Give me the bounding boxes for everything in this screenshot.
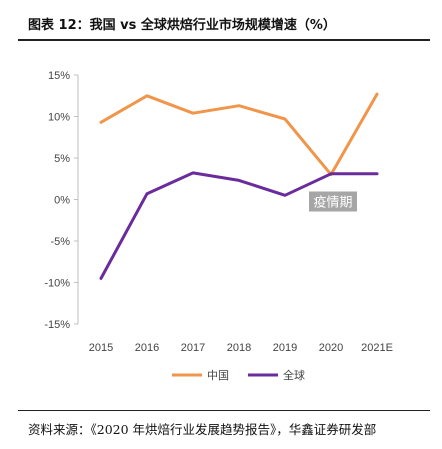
series-line-china <box>99 92 379 177</box>
source-note: 资料来源：《2020 年烘焙行业发展趋势报告》，华鑫证券研发部 <box>28 422 377 437</box>
line-chart: 15% 10% 5% 0% -5% -10% -15% 2015 2016 2017 2018 201… <box>44 70 393 382</box>
x-tick-label: 2018 <box>227 342 251 354</box>
y-tick-label: 15% <box>48 70 70 82</box>
annotation-box <box>309 191 357 212</box>
annotation-label: 疫情期 <box>313 195 352 211</box>
y-tick-label: -5% <box>50 236 70 248</box>
x-tick-label: 2017 <box>181 342 205 354</box>
y-tick-label: 0% <box>54 195 70 207</box>
x-tick-label: 2021E <box>361 342 393 354</box>
series-line-global <box>99 171 379 280</box>
title-divider <box>18 39 430 41</box>
chart-title: 图表 12：我国 vs 全球烘焙行业市场规模增速（%） <box>28 18 336 33</box>
y-tick-label: 10% <box>48 112 70 124</box>
y-tick-label: -15% <box>44 319 70 331</box>
x-tick-label: 2015 <box>89 342 113 354</box>
x-tick-label: 2016 <box>135 342 159 354</box>
source-divider <box>18 410 430 411</box>
legend-label: 全球 <box>283 368 305 382</box>
y-tick-label: -10% <box>44 278 70 290</box>
y-tick-label: 5% <box>54 153 70 165</box>
x-tick-label: 2019 <box>273 342 297 354</box>
x-tick-label: 2020 <box>319 342 343 354</box>
legend-label: 中国 <box>207 369 229 382</box>
